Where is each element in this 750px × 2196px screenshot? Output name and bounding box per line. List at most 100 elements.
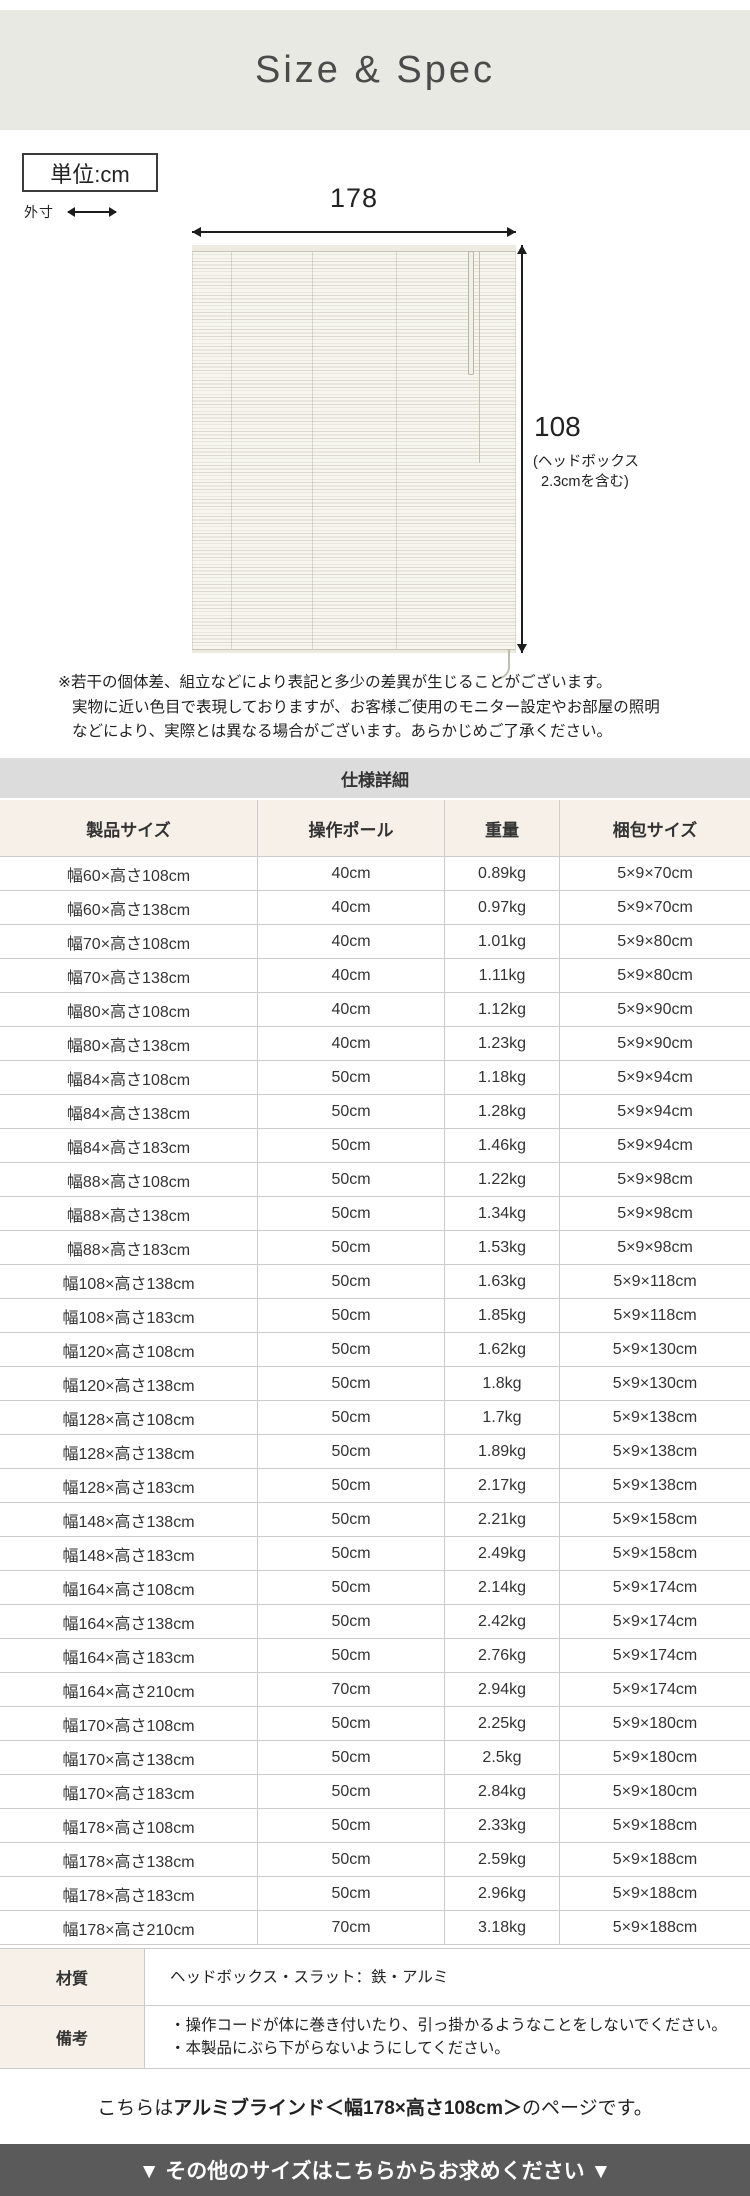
spec-cell: 1.63kg xyxy=(445,1265,560,1298)
spec-cell: 50cm xyxy=(258,1129,445,1162)
spec-cell: 2.49kg xyxy=(445,1537,560,1570)
width-value: 178 xyxy=(329,183,379,213)
blind-wand xyxy=(468,251,474,375)
spec-cell: 5×9×98cm xyxy=(617,1170,693,1188)
spec-cell: 1.01kg xyxy=(445,925,560,958)
spec-cell: 50cm xyxy=(258,1537,445,1570)
spec-cell: 50cm xyxy=(258,1605,445,1638)
spec-cell: 50cm xyxy=(258,1741,445,1774)
spec-cell: 2.25kg xyxy=(445,1707,560,1740)
spec-cell: 5×9×70cm xyxy=(617,898,693,916)
spec-cell: 幅164×高さ183cm xyxy=(0,1639,258,1672)
column-header-weight: 重量 xyxy=(445,800,560,856)
table-row: 幅80×高さ108cm 40cm 1.12kg 5×9×90cm xyxy=(0,993,750,1027)
spec-cell: 1.28kg xyxy=(445,1095,560,1128)
spec-cell: 5×9×138cm xyxy=(612,1408,698,1426)
column-header-operation-pole: 操作ポール xyxy=(258,800,445,856)
spec-table-header-row: 製品サイズ 操作ポール 重量 梱包サイズ xyxy=(0,800,750,857)
spec-cell: 5×9×90cm xyxy=(617,1000,693,1018)
spec-cell: 5×9×174cm xyxy=(612,1612,698,1630)
blind-bottom-rail xyxy=(192,649,516,653)
spec-cell: 幅164×高さ138cm xyxy=(0,1605,258,1638)
spec-cell: 1.53kg xyxy=(445,1231,560,1264)
height-arrow-icon xyxy=(517,245,527,653)
spec-cell: 幅148×高さ183cm xyxy=(0,1537,258,1570)
spec-cell: 1.85kg xyxy=(445,1299,560,1332)
spec-cell: 5×9×118cm xyxy=(613,1272,697,1290)
unit-label-box: 単位:cm xyxy=(22,153,158,192)
spec-cell: 2.42kg xyxy=(445,1605,560,1638)
table-row: 幅128×高さ183cm 50cm 2.17kg 5×9×138cm xyxy=(0,1469,750,1503)
spec-cell: 5×9×118cm xyxy=(613,1306,697,1324)
spec-cell: 70cm xyxy=(258,1911,445,1944)
table-row: 幅60×高さ138cm 40cm 0.97kg 5×9×70cm xyxy=(0,891,750,925)
table-row: 幅178×高さ210cm 70cm 3.18kg 5×9×188cm xyxy=(0,1911,750,1945)
spec-cell: 5×9×90cm xyxy=(617,1034,693,1052)
blind-cord xyxy=(479,251,480,463)
spec-cell: 40cm xyxy=(258,891,445,924)
spec-cell: 2.14kg xyxy=(445,1571,560,1604)
table-row: 幅70×高さ108cm 40cm 1.01kg 5×9×80cm xyxy=(0,925,750,959)
table-row: 幅88×高さ183cm 50cm 1.53kg 5×9×98cm xyxy=(0,1231,750,1265)
notes-row: 備考 ・操作コードが体に巻き付いたり、引っ掛かるようなことをしないでください。 … xyxy=(0,2006,750,2069)
spec-cell: 1.62kg xyxy=(445,1333,560,1366)
blind-illustration xyxy=(192,245,516,679)
material-row: 材質 ヘッドボックス・スラット：鉄・アルミ xyxy=(0,1949,750,2006)
spec-cell: 幅120×高さ138cm xyxy=(0,1367,258,1400)
spec-cell: 幅178×高さ210cm xyxy=(0,1911,258,1944)
spec-cell: 0.97kg xyxy=(445,891,560,924)
spec-cell: 50cm xyxy=(258,1435,445,1468)
height-value: 108 xyxy=(534,411,581,442)
spec-cell: 40cm xyxy=(258,993,445,1026)
spec-section-title: 仕様詳細 xyxy=(0,758,750,798)
spec-cell: 1.12kg xyxy=(445,993,560,1026)
spec-cell: 5×9×180cm xyxy=(612,1714,698,1732)
dimension-diagram: 単位:cm 外寸 178 108 (ヘッドボックス 2.3cmを含む) ※若干の… xyxy=(0,130,750,758)
spec-cell: 5×9×80cm xyxy=(617,932,693,950)
spec-cell: 幅60×高さ108cm xyxy=(0,857,258,890)
blind-ladder-line xyxy=(231,252,232,649)
spec-cell: 1.8kg xyxy=(445,1367,560,1400)
table-row: 幅170×高さ138cm 50cm 2.5kg 5×9×180cm xyxy=(0,1741,750,1775)
spec-cell: 50cm xyxy=(258,1843,445,1876)
spec-cell: 50cm xyxy=(258,1231,445,1264)
spec-cell: 50cm xyxy=(258,1469,445,1502)
table-row: 幅148×高さ183cm 50cm 2.49kg 5×9×158cm xyxy=(0,1537,750,1571)
spec-cell: 5×9×188cm xyxy=(612,1918,698,1936)
table-row: 幅108×高さ183cm 50cm 1.85kg 5×9×118cm xyxy=(0,1299,750,1333)
spec-cell: 2.5kg xyxy=(445,1741,560,1774)
table-row: 幅164×高さ108cm 50cm 2.14kg 5×9×174cm xyxy=(0,1571,750,1605)
spec-cell: 50cm xyxy=(258,1061,445,1094)
notes-label: 備考 xyxy=(0,2006,145,2068)
spec-cell: 5×9×158cm xyxy=(612,1510,698,1528)
spec-cell: 5×9×138cm xyxy=(612,1476,698,1494)
table-row: 幅60×高さ108cm 40cm 0.89kg 5×9×70cm xyxy=(0,857,750,891)
spec-cell: 50cm xyxy=(258,1639,445,1672)
table-row: 幅84×高さ183cm 50cm 1.46kg 5×9×94cm xyxy=(0,1129,750,1163)
other-sizes-cta[interactable]: ▼ その他のサイズはこちらからお求めください ▼ xyxy=(0,2144,750,2196)
spec-cell: 幅84×高さ183cm xyxy=(0,1129,258,1162)
spec-cell: 5×9×98cm xyxy=(617,1238,693,1256)
spec-cell: 5×9×130cm xyxy=(612,1374,698,1392)
spec-cell: 50cm xyxy=(258,1707,445,1740)
column-header-product-size: 製品サイズ xyxy=(0,800,258,856)
spec-cell: 50cm xyxy=(258,1095,445,1128)
spec-cell: 幅178×高さ108cm xyxy=(0,1809,258,1842)
spec-cell: 2.84kg xyxy=(445,1775,560,1808)
spec-cell: 5×9×138cm xyxy=(612,1442,698,1460)
spec-cell: 幅128×高さ138cm xyxy=(0,1435,258,1468)
spec-cell: 5×9×70cm xyxy=(617,864,693,882)
spec-cell: 2.17kg xyxy=(445,1469,560,1502)
spec-cell: 幅108×高さ183cm xyxy=(0,1299,258,1332)
spec-cell: 3.18kg xyxy=(445,1911,560,1944)
spec-cell: 40cm xyxy=(258,1027,445,1060)
spec-cell: 幅170×高さ108cm xyxy=(0,1707,258,1740)
spec-cell: 5×9×158cm xyxy=(612,1544,698,1562)
spec-cell: 50cm xyxy=(258,1265,445,1298)
size-spec-banner: Size & Spec xyxy=(0,10,750,130)
spec-cell: 1.11kg xyxy=(445,959,560,992)
spec-cell: 2.21kg xyxy=(445,1503,560,1536)
spec-cell: 5×9×130cm xyxy=(612,1340,698,1358)
spec-cell: 70cm xyxy=(258,1673,445,1706)
spec-table-body: 幅60×高さ108cm 40cm 0.89kg 5×9×70cm 幅60×高さ138cm… xyxy=(0,857,750,1945)
